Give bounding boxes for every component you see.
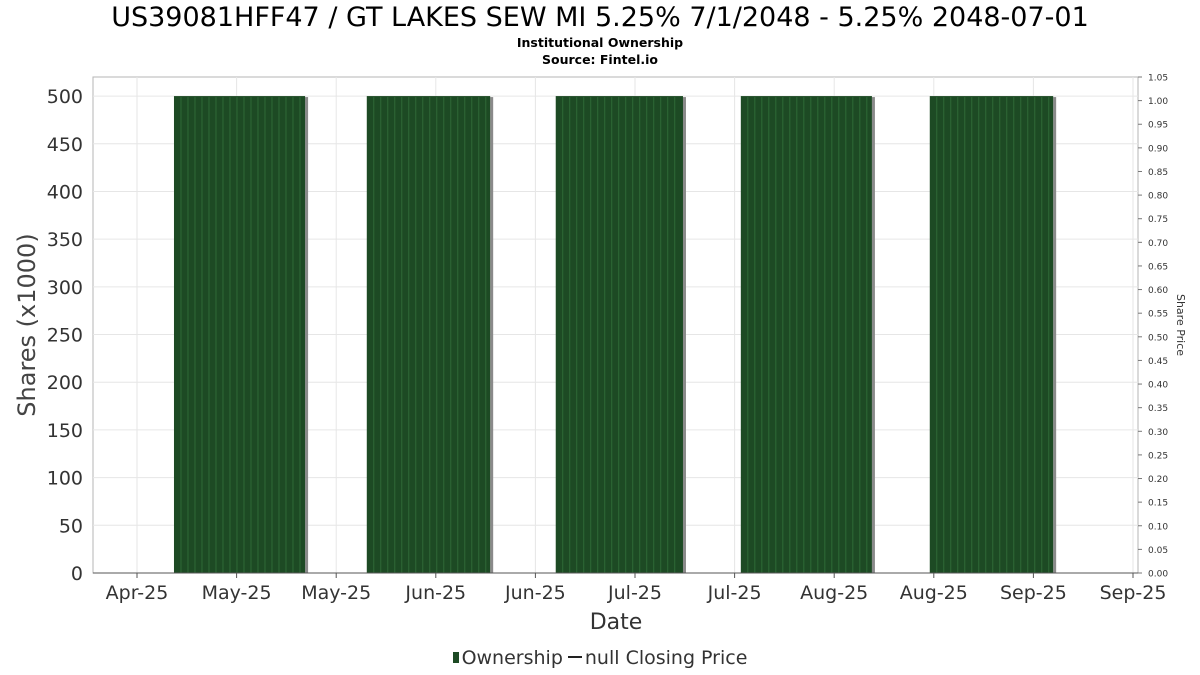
x-tick-label: Apr-25 [106,582,169,604]
ownership-chart: 0 50 100 150 200 250 300 350 400 450 500 Apr-25 May-… [13,74,1187,636]
y2-tick-label: 0.25 [1148,451,1168,461]
y2-axis-label: Share Price [1174,294,1187,356]
y-tick-label: 150 [47,420,83,442]
y2-tick-label: 0.60 [1148,286,1168,296]
chart-subtitle: Institutional Ownership [516,35,684,50]
y2-tick-label: 0.20 [1148,475,1168,485]
y2-tick-label: 0.45 [1148,357,1168,367]
y-tick-label: 300 [47,277,83,299]
x-tick-label: May-25 [301,582,371,604]
chart-title: US39081HFF47 / GT LAKES SEW MI 5.25% 7/1… [111,2,1089,33]
y-tick-label: 100 [47,468,83,490]
ownership-legend-swatch [452,652,459,663]
x-tick-label: Jun-25 [404,582,466,604]
y2-tick-label: 0.65 [1148,262,1168,272]
bar-shadow [305,97,309,574]
ownership-legend-label: Ownership [461,647,563,669]
x-tick-label: Aug-25 [800,582,868,604]
x-tick-label: May-25 [202,582,272,604]
y-tick-label: 500 [47,86,83,108]
y2-tick-label: 0.50 [1148,333,1168,343]
y2-tick-label: 0.90 [1148,144,1168,154]
x-tick-label: Jun-25 [504,582,566,604]
y2-tick-label: 0.85 [1148,168,1168,178]
y2-tick-label: 0.15 [1148,499,1168,509]
y2-tick-label: 1.00 [1148,97,1168,107]
y-axis-label: Shares (x1000) [13,233,41,416]
y2-tick-label: 0.00 [1148,570,1168,580]
chart-legend: Ownership null Closing Price [0,647,1200,669]
y-tick-label: 50 [59,515,83,537]
y2-tick-label: 0.05 [1148,546,1168,556]
x-tick-label: Aug-25 [900,582,968,604]
bar-shadow [490,97,494,574]
y-tick-label: 400 [47,181,83,203]
y-tick-label: 250 [47,325,83,347]
x-tick-label: Jul-25 [607,582,662,604]
y2-tick-label: 0.40 [1148,381,1168,391]
y-tick-label: 350 [47,229,83,251]
y-tick-label: 0 [71,563,83,585]
y2-tick-label: 0.75 [1148,215,1168,225]
ownership-bar [173,96,306,574]
chart-source: Source: Fintel.io [542,52,658,67]
y2-tick-label: 0.35 [1148,404,1168,414]
x-tick-label: Sep-25 [1100,582,1167,604]
ownership-bar [555,96,683,574]
price-legend-line [567,656,582,658]
y2-tick-label: 0.95 [1148,121,1168,131]
y2-tick-label: 0.10 [1148,522,1168,532]
y-tick-label: 200 [47,372,83,394]
y-tick-label: 450 [47,134,83,156]
y2-tick-label: 0.80 [1148,192,1168,202]
x-tick-label: Sep-25 [1000,582,1067,604]
y2-tick-label: 0.30 [1148,428,1168,438]
ownership-bar [740,96,872,574]
bar-shadow [871,97,875,574]
bar-shadow [1053,97,1057,574]
price-legend-label: null Closing Price [584,647,748,669]
x-axis-label: Date [590,610,643,635]
y2-tick-label: 1.05 [1148,74,1168,84]
x-tick-label: Jul-25 [707,582,762,604]
y2-tick-label: 0.70 [1148,239,1168,249]
bar-shadow [682,97,686,574]
y2-tick-label: 0.55 [1148,310,1168,320]
